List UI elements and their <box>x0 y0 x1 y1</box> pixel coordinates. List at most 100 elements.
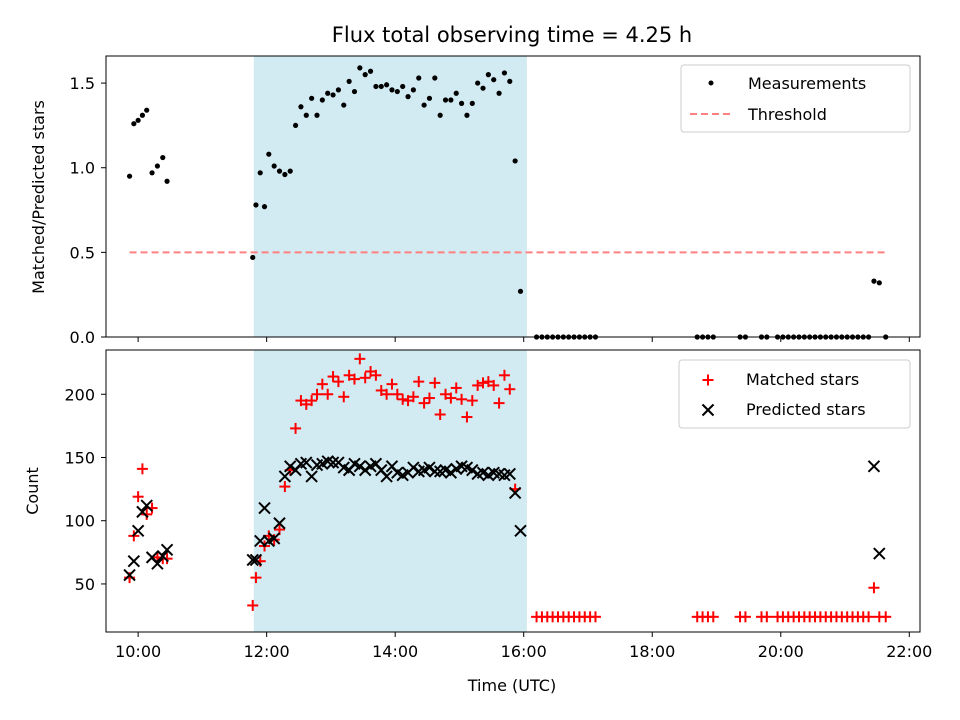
predicted-star-point <box>267 532 281 545</box>
matched-star-point <box>423 392 435 404</box>
predicted-star-point <box>273 517 286 530</box>
measurement-point <box>341 102 347 108</box>
measurement-point <box>501 70 508 76</box>
measurement-point <box>458 100 465 106</box>
measurement-point <box>437 112 443 118</box>
bottom-markers <box>123 353 892 623</box>
measurement-point <box>432 75 438 81</box>
top-observing-window <box>253 56 527 337</box>
measurement-point <box>362 72 368 78</box>
measurement-point <box>389 87 395 93</box>
measurement-point <box>491 77 497 83</box>
measurement-point <box>257 170 263 176</box>
matched-star-point <box>498 369 510 381</box>
predicted-star-point <box>326 456 340 469</box>
matched-star-point <box>359 372 371 384</box>
measurement-point <box>421 102 427 108</box>
x-tick-label: 12:00 <box>244 642 290 661</box>
predicted-star-point <box>249 553 263 567</box>
measurement-point <box>464 112 470 118</box>
matched-star-point <box>279 481 291 493</box>
bottom-y-axis-label: Count <box>23 467 42 515</box>
measurement-point <box>303 112 309 118</box>
measurement-point <box>250 254 256 261</box>
measurement-point <box>314 112 320 118</box>
predicted-star-point <box>140 499 153 512</box>
matched-star-point <box>418 397 430 409</box>
matched-star-point <box>450 382 462 394</box>
x-tick-label: 16:00 <box>501 642 547 661</box>
measurement-point <box>469 100 475 106</box>
x-axis-label: Time (UTC) <box>467 676 556 695</box>
measurement-point <box>325 90 331 96</box>
matched-star-point <box>429 377 441 389</box>
matched-star-point <box>161 553 173 565</box>
measurement-point <box>394 88 400 95</box>
matched-star-point <box>466 395 478 407</box>
measurement-point <box>442 97 449 103</box>
measurement-point <box>373 83 379 90</box>
legend-predicted-label: Predicted stars <box>746 400 866 419</box>
top-y-ticks: 0.0 0.5 1.0 1.5 <box>70 74 106 347</box>
measurement-point <box>154 163 161 169</box>
predicted-star-point <box>300 456 313 469</box>
predicted-star-point <box>160 543 174 557</box>
y-tick-label: 150 <box>64 448 95 467</box>
matched-star-point <box>386 378 398 390</box>
matched-star-point <box>488 379 500 391</box>
predicted-star-point <box>156 549 169 563</box>
matched-star-point <box>370 369 382 381</box>
measurement-point <box>160 154 166 161</box>
measurement-point <box>453 90 459 96</box>
bottom-legend: Matched stars Predicted stars <box>678 359 911 429</box>
matched-star-point <box>250 572 262 584</box>
measurement-point <box>475 80 481 86</box>
measurement-point <box>131 121 137 127</box>
top-x-ticks <box>137 337 910 342</box>
matched-star-point <box>504 383 516 395</box>
measurement-point <box>416 75 422 81</box>
matched-star-point <box>332 376 344 388</box>
measurement-point <box>282 171 288 178</box>
chart-title: Flux total observing time = 4.25 h <box>332 23 692 47</box>
matched-star-point <box>306 395 318 407</box>
matched-star-point <box>247 599 259 611</box>
bottom-observing-window <box>253 350 527 632</box>
predicted-star-point <box>278 470 292 483</box>
predicted-star-point <box>358 463 372 477</box>
matched-star-point <box>327 371 339 383</box>
y-tick-label: 1.5 <box>70 74 95 93</box>
matched-star-point <box>761 611 773 623</box>
predicted-star-point <box>136 505 149 519</box>
measurement-point <box>298 104 304 110</box>
predicted-star-point <box>873 547 886 560</box>
predicted-star-point <box>380 470 393 483</box>
predicted-star-point <box>127 554 141 568</box>
matched-star-point <box>739 611 751 623</box>
top-legend-frame <box>680 64 911 133</box>
matched-star-point <box>348 373 360 385</box>
measurement-point <box>309 95 315 101</box>
matched-star-point <box>141 508 153 520</box>
predicted-star-point <box>466 463 479 477</box>
measurement-point <box>292 122 299 129</box>
measurement-point <box>871 278 877 284</box>
measurement-point <box>276 168 283 174</box>
measurement-point <box>330 92 336 98</box>
measurement-point <box>485 72 491 78</box>
x-tick-label: 14:00 <box>372 642 418 661</box>
measurement-point <box>319 97 325 103</box>
bottom-panel: 10:00 12:00 14:00 16:00 18:00 20:00 22:00 50 10… <box>23 349 932 695</box>
legend-predicted-marker <box>701 403 715 417</box>
measurement-point <box>144 107 150 113</box>
x-tick-label: 10:00 <box>115 642 161 661</box>
x-tick-label: 18:00 <box>629 642 675 661</box>
y-tick-label: 100 <box>64 512 95 531</box>
measurement-point <box>400 83 406 90</box>
measurement-point <box>135 117 141 123</box>
measurement-point <box>517 288 524 294</box>
top-panel: 0.0 0.5 1.0 1.5 Matched/Predicted stars Mea… <box>29 55 921 347</box>
x-tick-label: 22:00 <box>886 642 932 661</box>
measurement-point <box>426 95 433 101</box>
